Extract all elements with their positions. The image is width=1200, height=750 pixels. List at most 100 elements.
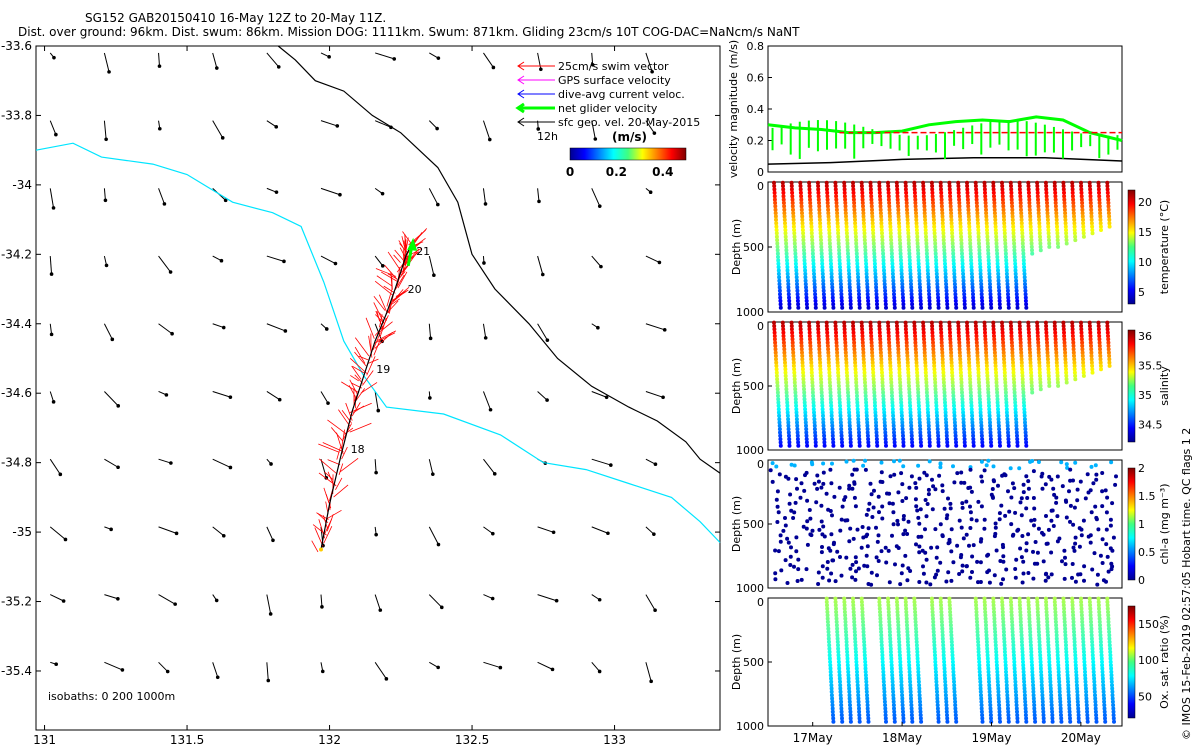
swim-vector — [387, 251, 401, 271]
oxygen-section-dot — [1074, 669, 1079, 674]
temperature-section-dot — [881, 255, 886, 259]
swim-vector — [401, 236, 407, 253]
oxygen-section-dot — [863, 663, 868, 668]
salinity-section-dot — [892, 433, 897, 438]
temperature-section-dot — [968, 251, 973, 256]
salinity-section-dot — [1002, 370, 1007, 375]
oxygen-section-dot — [866, 716, 871, 721]
oxygen-section-dot — [1089, 623, 1094, 628]
salinity-section-dot — [795, 420, 799, 425]
oxygen-section-dot — [1056, 669, 1061, 674]
salinity-section-dot — [1003, 377, 1008, 382]
temperature-section-dot — [952, 282, 957, 287]
temperature-section-dot — [870, 224, 875, 229]
oxygen-section-dot — [1032, 716, 1037, 721]
salinity-section-dot — [860, 340, 865, 345]
temperature-section-dot — [827, 231, 832, 236]
salinity-section-dot — [1000, 324, 1005, 328]
salinity-section-y-tick-label: 500 — [743, 380, 764, 393]
salinity-section-dot — [836, 373, 841, 378]
oxygen-section-dot — [1070, 606, 1075, 611]
salinity-section-dot — [936, 433, 941, 438]
chla-section-dot — [890, 501, 895, 506]
temperature-section-dot — [1106, 197, 1111, 202]
salinity-section-dot — [794, 403, 799, 408]
temperature-section-dot — [907, 261, 912, 266]
geostrophic-arrow — [645, 52, 653, 72]
temperature-section-dot — [903, 184, 908, 188]
temperature-section-dot — [846, 261, 851, 266]
swim-vector — [336, 446, 341, 460]
oxygen-section-dot — [846, 666, 850, 671]
oxygen-section-dot — [986, 673, 991, 678]
temperature-section-dot — [1021, 258, 1026, 263]
geostrophic-arrow-head — [215, 66, 219, 70]
temperature-section-dot — [914, 214, 919, 219]
salinity-section-dot — [931, 350, 936, 355]
chla-section-dot — [866, 582, 871, 586]
oxygen-section-dot — [829, 693, 834, 698]
chla-section-dot — [1009, 495, 1014, 500]
salinity-section-dot — [853, 367, 858, 372]
oxygen-section-dot — [1076, 703, 1080, 708]
temperature-section-dot — [968, 241, 973, 246]
salinity-section-dot — [1081, 370, 1086, 375]
chla-section-dot — [1026, 571, 1031, 575]
salinity-section-dot — [1020, 377, 1025, 382]
salinity-section-dot — [1044, 324, 1049, 328]
temperature-section-dot — [961, 275, 966, 280]
oxygen-section-dot — [1099, 649, 1104, 654]
oxygen-section-dot — [951, 669, 956, 674]
temperature-section-dot — [912, 190, 917, 195]
oxygen-section-dot — [1103, 716, 1107, 721]
temperature-section-dot — [1020, 231, 1025, 236]
colorbar-tick-label: 0.2 — [606, 165, 627, 179]
oxygen-section-dot — [1015, 713, 1020, 718]
temperature-section-dot — [992, 200, 997, 205]
chla-section-dot — [805, 542, 810, 547]
salinity-section-dot — [836, 377, 841, 382]
geostrophic-arrow — [591, 391, 607, 398]
oxygen-section-dot — [898, 659, 903, 664]
oxygen-section-dot — [1070, 610, 1075, 614]
oxygen-section-dot — [901, 709, 905, 714]
temperature-section-dot — [918, 292, 923, 297]
swim-vector — [413, 228, 428, 244]
oxygen-section-dot — [856, 703, 861, 708]
oxygen-section-dot — [829, 689, 834, 694]
chla-section-dot — [1043, 578, 1048, 583]
temperature-section-dot — [900, 282, 905, 287]
salinity-section-dot — [1097, 340, 1102, 345]
oxygen-section-dot — [1046, 636, 1051, 641]
temperature-section-dot — [944, 292, 949, 297]
geostrophic-arrow — [645, 662, 652, 682]
oxygen-section-dot — [1044, 606, 1049, 611]
oxygen-section-dot — [1106, 613, 1111, 618]
temperature-section-dot — [1053, 200, 1058, 205]
oxygen-section-dot — [1090, 646, 1095, 651]
salinity-section-dot — [977, 387, 982, 392]
salinity-section-dot — [890, 403, 895, 408]
geostrophic-arrow — [104, 594, 119, 600]
chla-section-dot — [982, 517, 987, 522]
salinity-section-dot — [807, 334, 812, 338]
salinity-section-dot — [1046, 363, 1051, 368]
temperature-section-dot — [904, 194, 909, 199]
chla-section-dot — [820, 564, 825, 569]
salinity-section-dot — [897, 367, 902, 372]
oxygen-section-dot — [1038, 653, 1043, 658]
salinity-section-dot — [861, 360, 866, 365]
salinity-section-dot — [835, 357, 840, 362]
salinity-section-dot — [855, 397, 860, 402]
oxygen-section-dot — [913, 616, 918, 621]
salinity-section-dot — [1005, 427, 1010, 432]
salinity-section-dot — [801, 377, 806, 382]
oxygen-section-dot — [848, 719, 853, 724]
swim-vector — [373, 332, 396, 344]
isobath-200m-line — [35, 142, 721, 543]
salinity-section-dot — [1038, 380, 1043, 385]
salinity-section-dot — [1073, 373, 1078, 378]
oxygen-section-dot — [913, 613, 918, 618]
chla-section-dot — [1083, 496, 1088, 501]
oxygen-section-dot — [900, 706, 905, 711]
